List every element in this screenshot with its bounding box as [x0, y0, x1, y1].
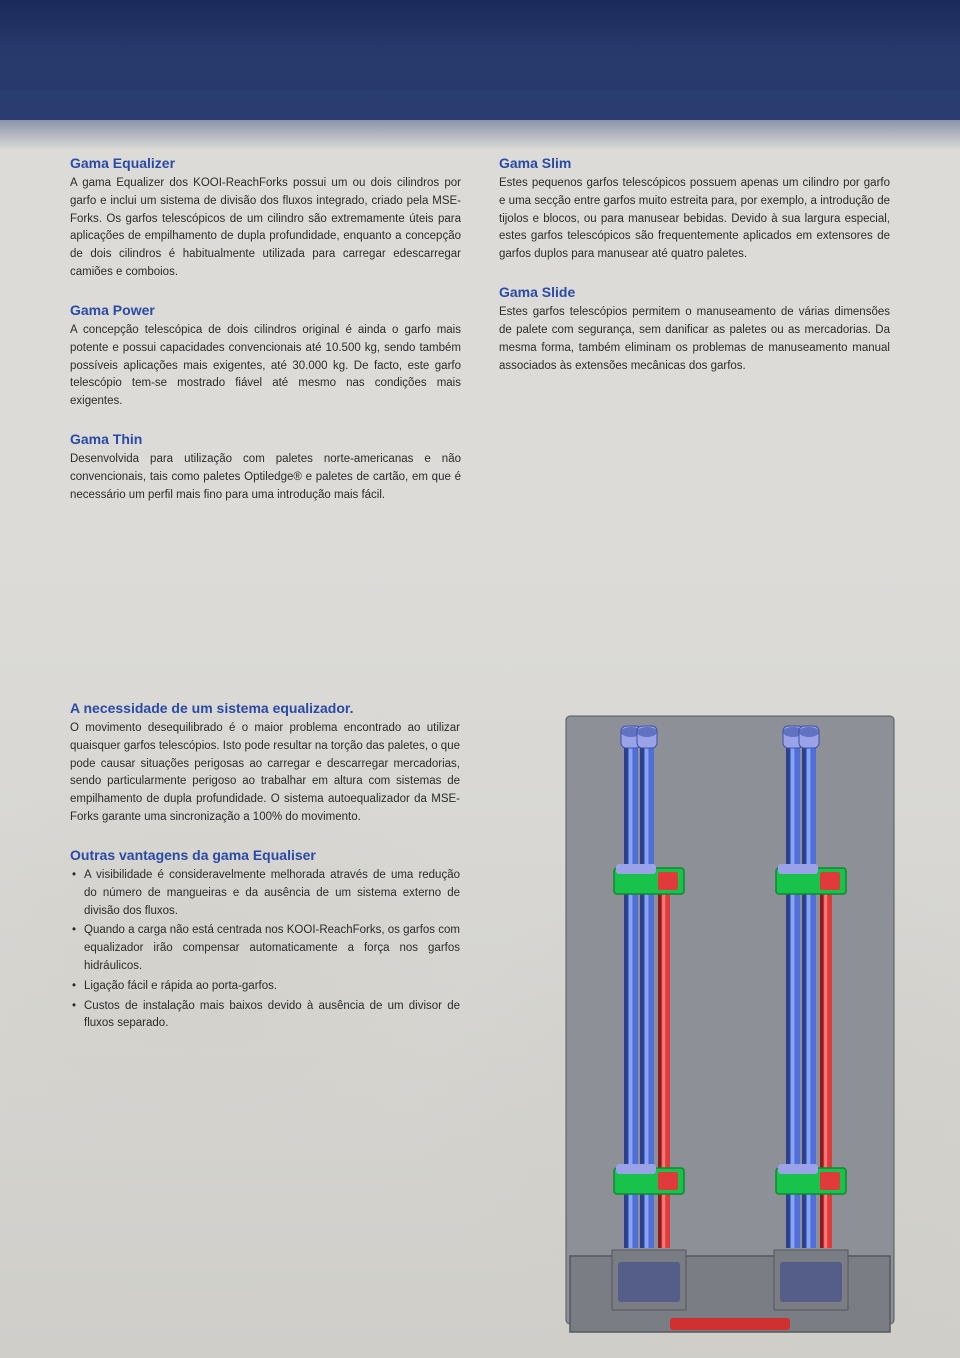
section-slim: Gama Slim Estes pequenos garfos telescóp…: [499, 155, 890, 264]
top-columns: Gama Equalizer A gama Equalizer dos KOOI…: [70, 155, 890, 524]
heading-thin: Gama Thin: [70, 431, 461, 447]
body-equalizer: A gama Equalizer dos KOOI-ReachForks pos…: [70, 175, 461, 282]
equalizer-diagram: [550, 700, 910, 1340]
section-advantages: Outras vantagens da gama Equaliser A vis…: [70, 847, 460, 1033]
bottom-diagram-column: [498, 700, 890, 1053]
body-slim: Estes pequenos garfos telescópicos possu…: [499, 175, 890, 264]
heading-equalizer: Gama Equalizer: [70, 155, 461, 171]
list-item: Quando a carga não está centrada nos KOO…: [70, 922, 460, 975]
section-need: A necessidade de um sistema equalizador.…: [70, 700, 460, 827]
section-thin: Gama Thin Desenvolvida para utilização c…: [70, 431, 461, 504]
bottom-row: A necessidade de um sistema equalizador.…: [70, 700, 890, 1053]
advantages-list: A visibilidade é consideravelmente melho…: [70, 867, 460, 1033]
left-column: Gama Equalizer A gama Equalizer dos KOOI…: [70, 155, 461, 524]
list-item: Ligação fácil e rápida ao porta-garfos.: [70, 978, 460, 996]
section-equalizer: Gama Equalizer A gama Equalizer dos KOOI…: [70, 155, 461, 282]
body-thin: Desenvolvida para utilização com paletes…: [70, 451, 461, 504]
heading-slide: Gama Slide: [499, 284, 890, 300]
heading-need: A necessidade de um sistema equalizador.: [70, 700, 460, 716]
heading-advantages: Outras vantagens da gama Equaliser: [70, 847, 460, 863]
top-banner: [0, 0, 960, 120]
list-item: A visibilidade é consideravelmente melho…: [70, 867, 460, 920]
heading-power: Gama Power: [70, 302, 461, 318]
body-slide: Estes garfos telescópios permitem o manu…: [499, 304, 890, 375]
heading-slim: Gama Slim: [499, 155, 890, 171]
right-column: Gama Slim Estes pequenos garfos telescóp…: [499, 155, 890, 524]
body-power: A concepção telescópica de dois cilindro…: [70, 322, 461, 411]
bottom-text-column: A necessidade de um sistema equalizador.…: [70, 700, 460, 1053]
section-slide: Gama Slide Estes garfos telescópios perm…: [499, 284, 890, 375]
body-need: O movimento desequilibrado é o maior pro…: [70, 720, 460, 827]
section-power: Gama Power A concepção telescópica de do…: [70, 302, 461, 411]
list-item: Custos de instalação mais baixos devido …: [70, 998, 460, 1034]
